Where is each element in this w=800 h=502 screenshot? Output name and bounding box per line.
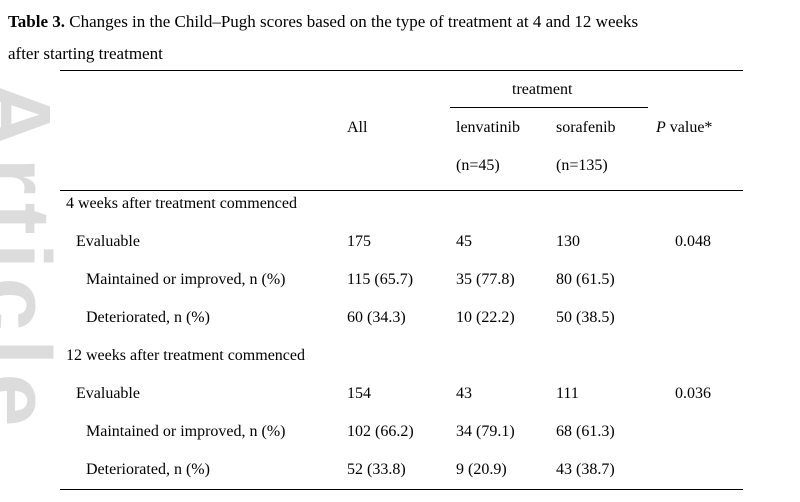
- cell-sorafenib: 68 (61.3): [556, 423, 615, 440]
- cell-p-value: 0.048: [675, 233, 711, 250]
- cell-lenvatinib: 45: [456, 233, 472, 250]
- cell-lenvatinib: 10 (22.2): [456, 309, 515, 326]
- cell-sorafenib: 111: [556, 385, 579, 402]
- col-header-lenvatinib-n: (n=45): [456, 157, 500, 174]
- cell-all: 102 (66.2): [347, 423, 414, 440]
- col-header-sorafenib-n: (n=135): [556, 157, 608, 174]
- cell-sorafenib: 43 (38.7): [556, 461, 615, 478]
- cell-all: 175: [347, 233, 371, 250]
- watermark: Article: [0, 40, 70, 502]
- cell-all: 115 (65.7): [347, 271, 414, 288]
- p-italic: P: [656, 119, 666, 136]
- cell-all: 52 (33.8): [347, 461, 406, 478]
- caption-line-1: Table 3. Changes in the Child–Pugh score…: [8, 6, 798, 38]
- treatment-group-header: treatment: [512, 81, 573, 98]
- cell-lenvatinib: 43: [456, 385, 472, 402]
- col-header-all: All: [347, 119, 368, 136]
- treatment-underline: [450, 107, 648, 108]
- row-label: Evaluable: [76, 385, 140, 402]
- cell-all: 60 (34.3): [347, 309, 406, 326]
- p-rest: value*: [665, 119, 713, 136]
- row-label: Deteriorated, n (%): [86, 309, 210, 326]
- row-label: Evaluable: [76, 233, 140, 250]
- header-rule: [60, 190, 743, 191]
- col-header-sorafenib: sorafenib: [556, 119, 616, 136]
- cell-sorafenib: 50 (38.5): [556, 309, 615, 326]
- caption-label: Table 3.: [8, 12, 66, 31]
- cell-lenvatinib: 35 (77.8): [456, 271, 515, 288]
- table-caption: Table 3. Changes in the Child–Pugh score…: [8, 6, 798, 70]
- top-rule: [60, 70, 743, 71]
- row-label: Maintained or improved, n (%): [86, 423, 286, 440]
- cell-sorafenib: 80 (61.5): [556, 271, 615, 288]
- cell-all: 154: [347, 385, 371, 402]
- caption-line-2: after starting treatment: [8, 44, 163, 63]
- row-label: Maintained or improved, n (%): [86, 271, 286, 288]
- section-title-4-weeks: 4 weeks after treatment commenced: [66, 195, 297, 212]
- cell-lenvatinib: 34 (79.1): [456, 423, 515, 440]
- col-header-p-value: P value*: [656, 118, 712, 138]
- caption-text-1: Changes in the Child–Pugh scores based o…: [65, 12, 639, 31]
- bottom-rule: [60, 489, 743, 490]
- watermark-text: Article: [0, 80, 70, 435]
- cell-p-value: 0.036: [675, 385, 711, 402]
- cell-lenvatinib: 9 (20.9): [456, 461, 507, 478]
- section-title-12-weeks: 12 weeks after treatment commenced: [66, 347, 305, 364]
- cell-sorafenib: 130: [556, 233, 580, 250]
- col-header-lenvatinib: lenvatinib: [456, 119, 520, 136]
- row-label: Deteriorated, n (%): [86, 461, 210, 478]
